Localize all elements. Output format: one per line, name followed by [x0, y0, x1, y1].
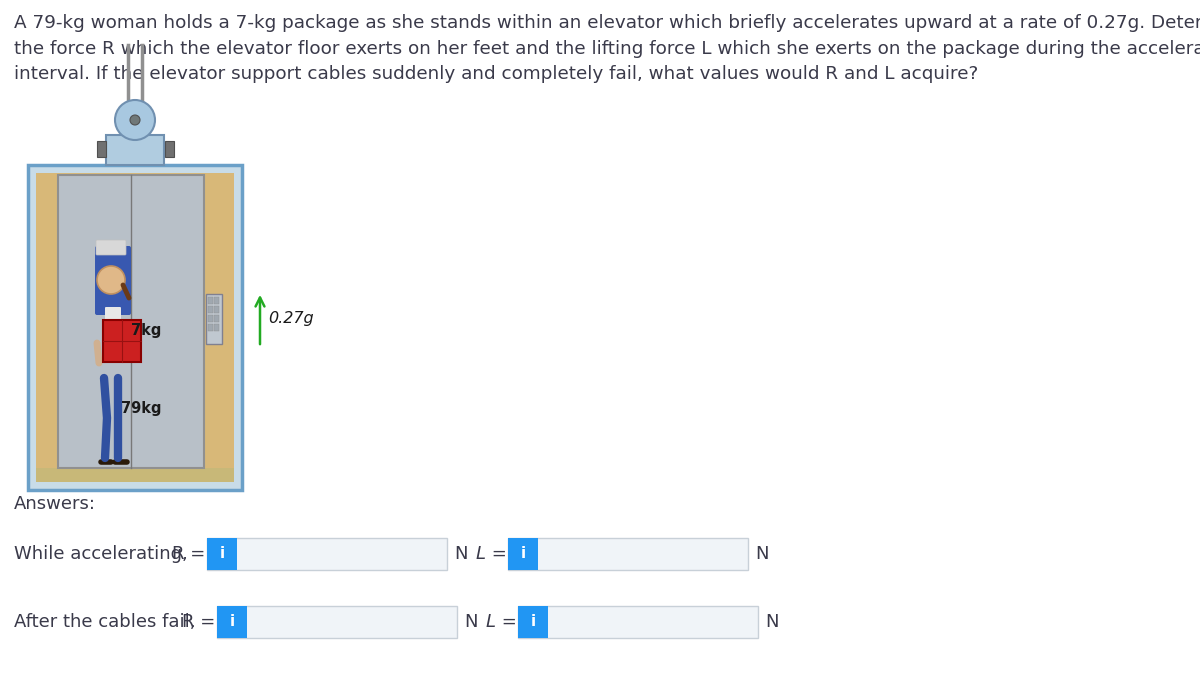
FancyBboxPatch shape: [95, 246, 131, 315]
Text: A 79-kg woman holds a 7-kg package as she stands within an elevator which briefl: A 79-kg woman holds a 7-kg package as sh…: [14, 14, 1200, 84]
Bar: [206, 294, 222, 344]
Text: N: N: [464, 613, 478, 631]
Text: i: i: [220, 547, 224, 561]
Bar: [208, 297, 214, 304]
Text: 0.27g: 0.27g: [268, 311, 313, 327]
Bar: [214, 324, 220, 331]
Bar: [214, 315, 220, 322]
FancyBboxPatch shape: [96, 240, 126, 255]
Bar: [208, 538, 446, 570]
Text: R =: R =: [172, 545, 205, 563]
Bar: [217, 606, 457, 638]
Bar: [214, 297, 220, 304]
Text: i: i: [530, 614, 535, 630]
Circle shape: [115, 100, 155, 140]
Bar: [208, 324, 214, 331]
Text: After the cables fail,: After the cables fail,: [14, 613, 196, 631]
Bar: [214, 306, 220, 313]
Bar: [106, 135, 164, 165]
Bar: [208, 306, 214, 313]
FancyBboxPatch shape: [106, 307, 121, 331]
Bar: [58, 175, 204, 468]
Text: i: i: [229, 614, 234, 630]
Bar: [508, 538, 748, 570]
Text: While accelerating,: While accelerating,: [14, 545, 187, 563]
Bar: [166, 141, 174, 157]
Text: L =: L =: [476, 545, 506, 563]
Bar: [103, 320, 142, 362]
Text: 79kg: 79kg: [121, 401, 162, 415]
Bar: [36, 173, 234, 482]
Text: R =: R =: [181, 613, 215, 631]
Text: N: N: [766, 613, 779, 631]
Bar: [217, 606, 247, 638]
Bar: [518, 606, 758, 638]
Circle shape: [97, 266, 125, 294]
Text: Answers:: Answers:: [14, 495, 96, 513]
Bar: [28, 165, 242, 490]
Bar: [208, 538, 238, 570]
Bar: [518, 606, 548, 638]
Bar: [97, 141, 106, 157]
Text: i: i: [521, 547, 526, 561]
Bar: [36, 468, 234, 482]
Text: N: N: [755, 545, 768, 563]
Bar: [508, 538, 538, 570]
Circle shape: [130, 115, 140, 125]
Bar: [208, 315, 214, 322]
Text: N: N: [454, 545, 468, 563]
Text: L =: L =: [486, 613, 517, 631]
Text: 7kg: 7kg: [131, 322, 161, 338]
